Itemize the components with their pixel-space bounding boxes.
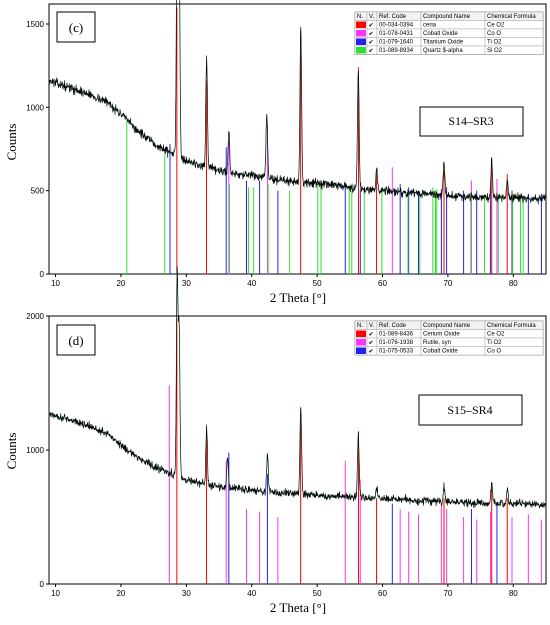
legend-chemical-formula: Ti O2 [487, 340, 502, 346]
x-tick-label: 80 [509, 279, 518, 288]
x-tick-label: 70 [443, 589, 452, 598]
legend-compound-name: Cobalt Oxide [423, 31, 458, 37]
x-tick-label: 20 [116, 589, 125, 598]
x-tick-label: 20 [116, 279, 125, 288]
legend-header-4: Chemical Formula [487, 323, 536, 329]
legend-ref-code: 01-078-0431 [379, 31, 414, 37]
measured-trace [48, 0, 547, 205]
y-tick-label: 0 [40, 580, 45, 589]
legend-chemical-formula: Ti O2 [487, 40, 502, 46]
legend-ref-code: 01-079-1640 [379, 40, 414, 46]
legend-header-1: V. [369, 14, 374, 20]
legend-header-3: Compound Name [423, 14, 471, 20]
x-tick-label: 40 [247, 279, 256, 288]
legend-cell [484, 346, 544, 356]
legend-visible-check[interactable]: ✔ [369, 332, 374, 338]
legend-cell [484, 45, 544, 55]
legend-ref-code: 01-089-8436 [379, 332, 414, 338]
sample-label-box: S15–SR4 [418, 394, 523, 426]
y-tick-label: 1000 [26, 103, 44, 112]
y-tick-labels: 0 500 1000 1500 [26, 20, 49, 279]
legend-swatch-red [356, 21, 366, 28]
x-tick-label: 10 [51, 279, 60, 288]
legend-chemical-formula: Si O2 [487, 48, 503, 54]
x-tick-label: 60 [378, 279, 387, 288]
panel-d: Counts 10 20 30 40 50 60 70 80 0 1000 2000 2 Thet… [4, 265, 547, 615]
legend-header-0: N. [357, 14, 363, 20]
y-tick-label: 1500 [26, 20, 44, 29]
legend-header-1: V. [369, 323, 374, 329]
legend-visible-check[interactable]: ✔ [369, 23, 374, 29]
panel-label: (c) [69, 20, 83, 35]
y-tick-label: 0 [40, 270, 45, 279]
sample-label: S14–SR3 [448, 114, 493, 128]
x-tick-labels: 10 20 30 40 50 60 70 80 [51, 274, 518, 288]
x-tick-label: 30 [182, 589, 191, 598]
legend-compound-name: ceria [423, 23, 437, 29]
x-axis-label: 2 Theta [°] [270, 290, 326, 305]
legend-ref-code: 00-034-0394 [379, 23, 414, 29]
y-tick-label: 1000 [26, 446, 44, 455]
x-tick-labels: 10 20 30 40 50 60 70 80 [51, 584, 518, 598]
legend-compound-name: Rutile, syn [423, 340, 451, 346]
legend-visible-check[interactable]: ✔ [369, 40, 374, 46]
legend-chemical-formula: Ce O2 [487, 332, 505, 338]
x-tick-label: 70 [443, 279, 452, 288]
legend-ref-code: 01-076-1938 [379, 340, 414, 346]
sample-label: S15–SR4 [447, 403, 492, 417]
legend-header-0: N. [357, 323, 363, 329]
legend-chemical-formula: Ce O2 [487, 23, 505, 29]
legend-compound-name: Cobalt Oxide [423, 349, 458, 355]
legend-header-4: Chemical Formula [487, 14, 536, 20]
x-axis-label: 2 Theta [°] [270, 600, 326, 615]
y-axis-label: Counts [4, 124, 19, 161]
legend-visible-check[interactable]: ✔ [369, 32, 374, 38]
panel-label-box: (c) [56, 11, 96, 43]
legend-compound-name: Titanium Oxide [423, 40, 464, 46]
y-tick-label: 2000 [26, 312, 44, 321]
x-tick-label: 80 [509, 589, 518, 598]
legend-compound-name: Cerium Oxide [423, 332, 460, 338]
legend-swatch-red [356, 330, 366, 337]
legend-visible-check[interactable]: ✔ [369, 341, 374, 347]
x-tick-label: 50 [313, 279, 322, 288]
legend-ref-code: 01-089-8934 [379, 48, 414, 54]
legend-swatch-magenta [356, 30, 366, 37]
legend-visible-check[interactable]: ✔ [369, 49, 374, 55]
legend-header-2: Ref. Code [379, 323, 407, 329]
legend-header-2: Ref. Code [379, 14, 407, 20]
sample-label-box: S14–SR3 [419, 106, 524, 137]
legend-swatch-blue [356, 347, 366, 354]
legend-swatch-green [356, 47, 366, 54]
measured-trace [48, 265, 547, 509]
legend-swatch-blue [356, 38, 366, 45]
legend-chemical-formula: Co O [487, 349, 501, 355]
y-tick-labels: 0 1000 2000 [26, 312, 49, 589]
x-tick-label: 50 [313, 589, 322, 598]
legend-compound-name: Quartz $-alpha [423, 48, 463, 54]
legend-chemical-formula: Co O [487, 31, 501, 37]
x-tick-label: 60 [378, 589, 387, 598]
x-tick-label: 30 [182, 279, 191, 288]
plot-area [48, 265, 547, 585]
panel-c: Counts 10 20 30 40 50 60 70 80 0 500 1000 1500 2 T… [4, 0, 547, 305]
phase-legend: N. V. Ref. Code Compound Name Chemical Formu… [354, 11, 544, 55]
phase-legend: N. V. Ref. Code Compound Name Chemical Formu… [354, 320, 544, 356]
y-tick-label: 500 [31, 187, 45, 196]
legend-header-3: Compound Name [423, 323, 471, 329]
x-tick-label: 10 [51, 589, 60, 598]
y-axis-label: Counts [4, 433, 19, 470]
legend-swatch-magenta [356, 339, 366, 346]
legend-visible-check[interactable]: ✔ [369, 349, 374, 355]
legend-ref-code: 01-075-0533 [379, 349, 414, 355]
panel-label: (d) [68, 333, 83, 348]
panel-label-box: (d) [56, 324, 96, 356]
x-tick-label: 40 [247, 589, 256, 598]
